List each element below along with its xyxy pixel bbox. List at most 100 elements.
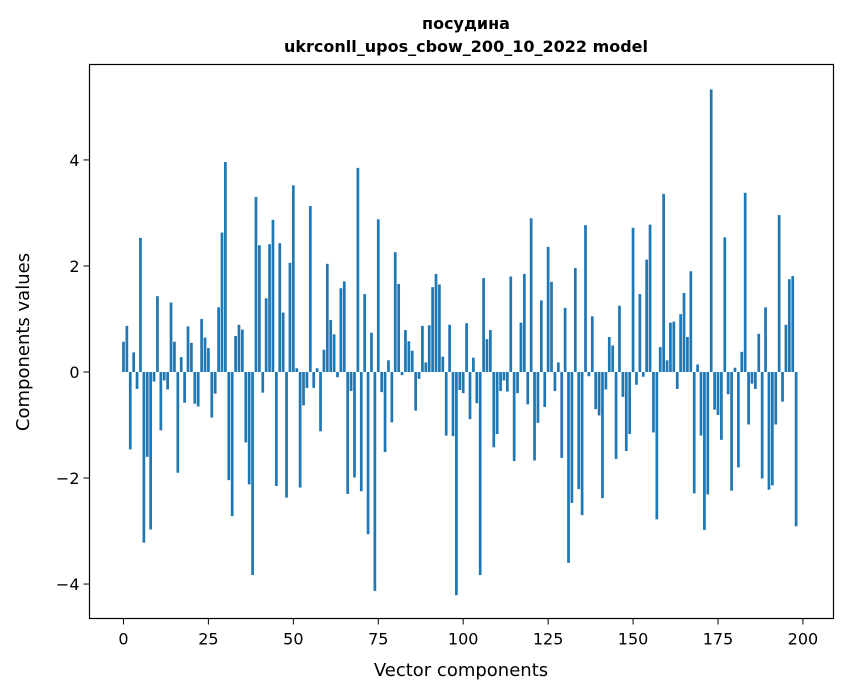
- bar-0: [122, 341, 125, 372]
- bar-153: [641, 371, 645, 377]
- bar-156: [652, 371, 655, 433]
- bar-130: [563, 307, 567, 372]
- bar-80: [393, 252, 397, 372]
- bar-194: [781, 371, 784, 402]
- bar-127: [553, 371, 557, 392]
- bar-164: [679, 314, 682, 372]
- bar-176: [720, 371, 723, 440]
- bar-151: [635, 371, 638, 385]
- bar-169: [696, 364, 699, 372]
- x-tick-label: 25: [198, 630, 218, 649]
- bar-148: [624, 371, 628, 451]
- bar-40: [258, 245, 261, 372]
- bar-183: [743, 192, 747, 372]
- bar-140: [597, 371, 601, 416]
- bar-166: [686, 336, 689, 372]
- bar-32: [230, 371, 234, 517]
- bar-37: [247, 371, 251, 485]
- bar-190: [767, 371, 771, 490]
- bar-52: [298, 371, 302, 488]
- bar-17: [179, 357, 183, 372]
- bar-102: [468, 371, 472, 420]
- bar-12: [162, 371, 166, 381]
- bar-196: [787, 279, 791, 372]
- x-axis-ticks: 0 25 50 75 100 125 150 175 200: [118, 618, 819, 649]
- y-tick-label: −2: [56, 469, 80, 488]
- bar-84: [407, 341, 411, 372]
- bar-168: [692, 371, 696, 494]
- bar-22: [196, 371, 200, 407]
- bar-157: [655, 371, 659, 520]
- bar-63: [336, 371, 339, 378]
- bar-134: [577, 371, 581, 490]
- bar-137: [587, 371, 591, 377]
- bar-41: [261, 371, 265, 393]
- bar-10: [156, 296, 159, 372]
- bar-19: [186, 326, 190, 372]
- bar-59: [322, 349, 326, 372]
- bar-118: [522, 273, 526, 372]
- bar-116: [516, 371, 519, 394]
- bar-43: [268, 244, 271, 372]
- bar-142: [604, 371, 608, 390]
- bar-62: [332, 334, 336, 372]
- bar-54: [305, 371, 309, 388]
- y-tick-label: 0: [69, 363, 79, 382]
- bar-161: [669, 322, 672, 372]
- bar-83: [404, 330, 407, 372]
- bar-147: [621, 371, 625, 397]
- bar-50: [291, 185, 295, 372]
- bar-104: [475, 371, 479, 404]
- bar-101: [465, 323, 468, 372]
- bar-92: [434, 273, 438, 372]
- bar-91: [431, 287, 434, 372]
- bar-197: [791, 276, 795, 372]
- x-tick-label: 100: [448, 630, 479, 649]
- bar-150: [631, 227, 635, 372]
- bar-186: [754, 371, 757, 389]
- bar-64: [339, 288, 343, 372]
- bar-65: [342, 281, 346, 372]
- bar-114: [509, 276, 513, 372]
- bar-144: [611, 345, 615, 372]
- bar-67: [349, 371, 353, 392]
- bar-103: [472, 357, 475, 372]
- bar-76: [380, 371, 384, 393]
- bar-177: [723, 237, 727, 372]
- bar-51: [295, 368, 299, 372]
- y-tick-label: 2: [69, 257, 79, 276]
- y-tick-label: 4: [69, 151, 79, 170]
- bar-8: [149, 371, 153, 530]
- bar-189: [764, 307, 767, 372]
- bar-44: [271, 219, 275, 372]
- bar-181: [737, 371, 740, 468]
- bar-70: [359, 371, 363, 492]
- bar-171: [703, 371, 706, 530]
- bar-154: [645, 259, 649, 372]
- bar-89: [424, 362, 428, 372]
- bar-98: [455, 371, 458, 596]
- bar-series: [122, 89, 798, 596]
- bar-112: [502, 371, 506, 381]
- bar-86: [414, 371, 417, 411]
- x-tick-label: 200: [788, 630, 819, 649]
- bar-25: [207, 348, 210, 372]
- bar-198: [794, 371, 798, 527]
- x-tick-label: 75: [368, 630, 388, 649]
- x-tick-label: 150: [618, 630, 649, 649]
- bar-36: [244, 371, 248, 443]
- bar-55: [308, 206, 312, 372]
- bar-77: [383, 371, 387, 453]
- bar-105: [478, 371, 482, 576]
- x-tick-label: 125: [533, 630, 564, 649]
- bar-152: [638, 294, 642, 372]
- bar-132: [570, 371, 574, 503]
- bar-149: [628, 371, 632, 435]
- bar-46: [278, 243, 282, 372]
- bar-184: [747, 371, 750, 425]
- bar-72: [366, 371, 370, 535]
- x-tick-label: 50: [283, 630, 303, 649]
- bar-99: [458, 371, 462, 391]
- bar-90: [427, 325, 431, 372]
- bar-45: [274, 371, 278, 486]
